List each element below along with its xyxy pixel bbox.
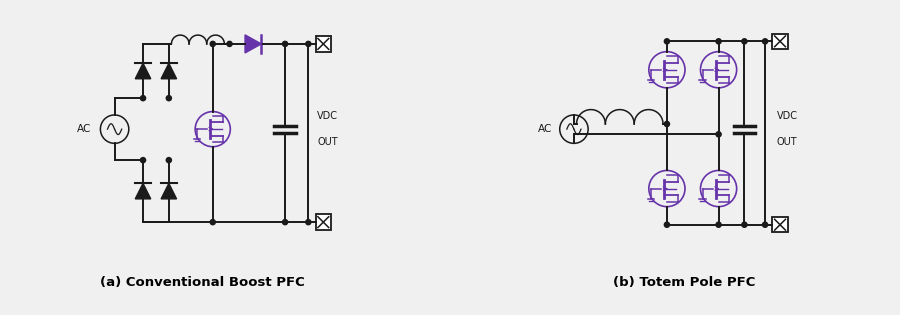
Bar (772, 34, 788, 49)
Text: AC: AC (77, 124, 92, 134)
Circle shape (211, 220, 215, 225)
Circle shape (762, 222, 768, 227)
Polygon shape (135, 63, 151, 79)
Text: OUT: OUT (318, 137, 338, 147)
Circle shape (211, 41, 215, 47)
Text: AC: AC (537, 124, 552, 134)
Circle shape (283, 220, 288, 225)
Circle shape (716, 222, 721, 227)
Text: (a) Conventional Boost PFC: (a) Conventional Boost PFC (100, 276, 305, 289)
Circle shape (166, 95, 171, 101)
Circle shape (283, 41, 288, 47)
Circle shape (742, 39, 747, 44)
Circle shape (140, 95, 146, 101)
Circle shape (306, 220, 310, 225)
Text: VDC: VDC (777, 111, 797, 121)
Bar (316, 36, 331, 52)
Circle shape (664, 39, 670, 44)
Circle shape (762, 39, 768, 44)
Circle shape (140, 158, 146, 163)
Bar (772, 217, 788, 232)
Polygon shape (161, 183, 176, 199)
Circle shape (664, 121, 670, 127)
Circle shape (716, 132, 721, 137)
Text: VDC: VDC (317, 111, 338, 121)
Polygon shape (245, 35, 261, 53)
Circle shape (716, 39, 721, 44)
Polygon shape (135, 183, 151, 199)
Circle shape (166, 158, 171, 163)
Bar (316, 215, 331, 230)
Circle shape (227, 41, 232, 47)
Polygon shape (161, 63, 176, 79)
Circle shape (742, 222, 747, 227)
Text: (b) Totem Pole PFC: (b) Totem Pole PFC (613, 276, 755, 289)
Text: OUT: OUT (777, 137, 797, 147)
Circle shape (664, 222, 670, 227)
Circle shape (306, 41, 310, 47)
